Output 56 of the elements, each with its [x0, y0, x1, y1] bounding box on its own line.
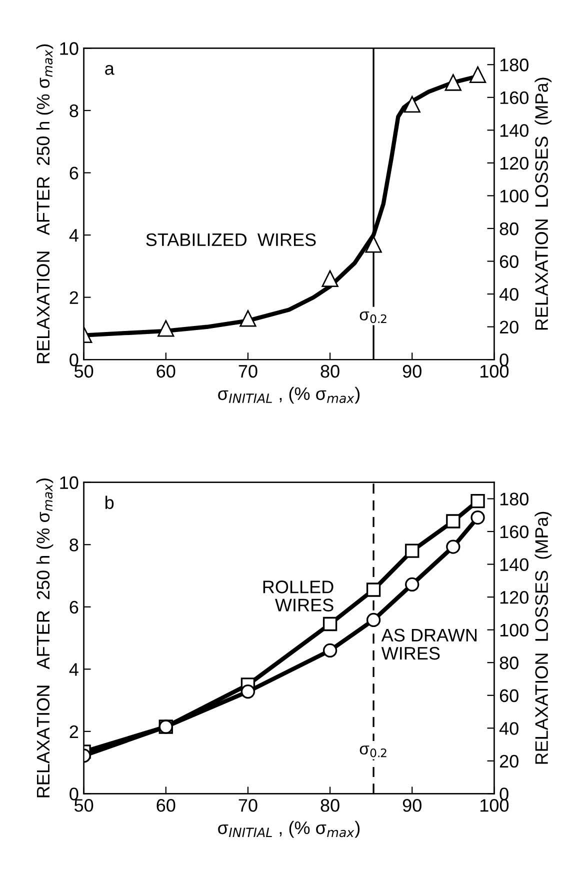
- y2-tick-label: 20: [500, 754, 518, 768]
- y2-tick-label: 120: [500, 156, 528, 170]
- y2-tick-label: 60: [500, 255, 518, 268]
- x-tick-label: 80: [320, 364, 340, 378]
- text: STABILIZED WIRES: [146, 233, 316, 246]
- x-tick-label: 100: [480, 799, 509, 812]
- x-tick-label: 90: [402, 364, 422, 378]
- x-tick-label: 60: [156, 799, 176, 812]
- y2-tick-label: 120: [500, 590, 528, 604]
- x-tick-label: 80: [320, 799, 340, 812]
- y2-tick-label: 40: [499, 722, 518, 735]
- y-tick-label: 0: [70, 788, 78, 800]
- y2-tick-label: 80: [500, 222, 518, 236]
- x-axis-title: σ$_{INITIAL}$ , (% σ$_{max}$): [218, 386, 360, 404]
- y2-tick-label: 140: [500, 558, 528, 571]
- y2-tick-label: 0: [500, 788, 508, 800]
- y2-tick-label: 140: [500, 124, 528, 137]
- y-tick-label: 8: [70, 538, 78, 552]
- x-tick-label: 70: [238, 799, 258, 812]
- y-tick-label: 8: [70, 104, 78, 118]
- y-tick-label: 10: [60, 476, 78, 490]
- ref-line-label: σ$_{0.2}$: [360, 746, 386, 758]
- y2-tick-label: 180: [500, 492, 528, 506]
- y2-tick-label: 160: [500, 525, 528, 538]
- y-tick-label: 2: [70, 725, 78, 738]
- y-axis-title: RELAXATION AFTER 250 h (% σ$_{max}$): [36, 44, 54, 364]
- y2-tick-label: 20: [500, 320, 518, 334]
- x-tick-label: 90: [402, 799, 422, 812]
- y-axis-title: RELAXATION AFTER 250 h (% σ$_{max}$): [36, 478, 54, 798]
- x-tick-label: 60: [156, 364, 176, 378]
- y2-tick-label: 80: [500, 656, 518, 670]
- y2-tick-label: 180: [500, 58, 528, 72]
- y-tick-label: 4: [69, 663, 78, 676]
- y2-axis-title: RELAXATION LOSSES (MPa): [534, 512, 552, 764]
- annotation: a: [105, 64, 114, 75]
- y-tick-label: 0: [70, 354, 78, 366]
- ref-line-label: σ$_{0.2}$: [360, 311, 386, 324]
- y2-tick-label: 100: [500, 190, 528, 202]
- y2-tick-label: 100: [500, 624, 528, 637]
- y-tick-label: 10: [60, 42, 78, 55]
- series-label: AS DRAWN WIRES: [381, 628, 476, 660]
- x-tick-label: 70: [238, 364, 258, 378]
- series-label: ROLLED WIRES: [263, 580, 334, 612]
- y-tick-label: 2: [70, 291, 78, 304]
- y2-tick-label: 160: [500, 91, 528, 104]
- y2-tick-label: 40: [499, 288, 518, 301]
- y-tick-label: 6: [70, 600, 78, 614]
- y-tick-label: 4: [69, 229, 78, 242]
- y2-axis-title: RELAXATION LOSSES (MPa): [534, 78, 552, 330]
- x-tick-label: 50: [74, 799, 94, 812]
- x-tick-label: 100: [480, 364, 509, 378]
- y2-tick-label: 60: [500, 689, 518, 702]
- x-axis-title: σ$_{INITIAL}$ , (% σ$_{max}$): [218, 820, 360, 838]
- x-tick-label: 50: [74, 364, 94, 378]
- annotation: b: [105, 496, 114, 509]
- y-tick-label: 6: [70, 166, 78, 180]
